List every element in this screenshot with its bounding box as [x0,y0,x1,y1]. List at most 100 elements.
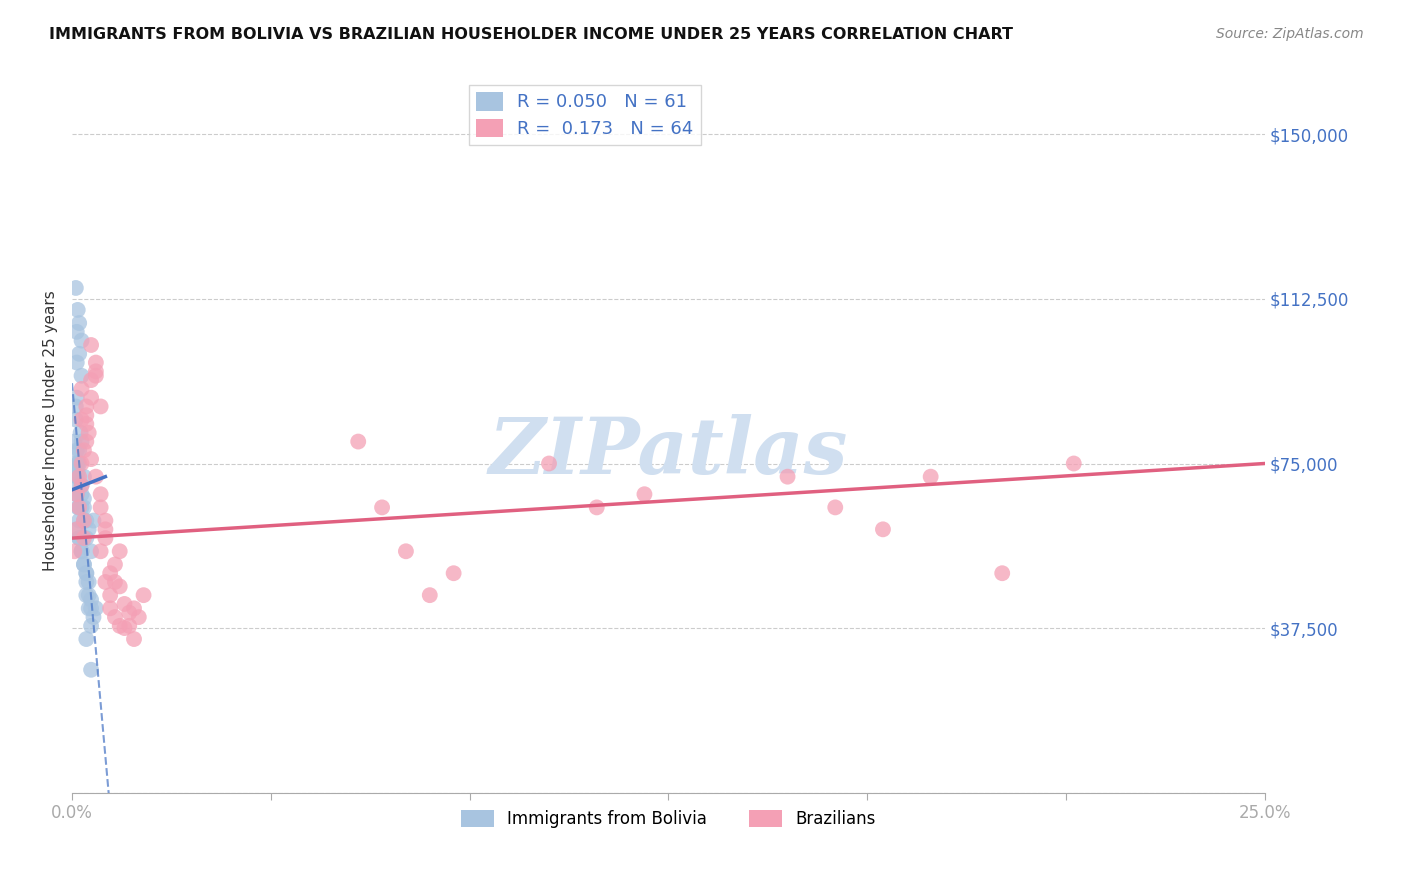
Point [70,544,93,558]
Point [67,500,90,515]
Point [118,619,141,633]
Point [66,469,89,483]
Point [104,610,127,624]
Point [67,316,90,330]
Point [73,491,96,506]
Point [66,465,89,479]
Point [84,469,107,483]
Point [70,478,93,492]
Point [66,487,89,501]
Point [98,601,121,615]
Point [94,574,117,589]
Point [118,606,141,620]
Point [94,522,117,536]
Point [70,368,93,383]
Point [73,500,96,515]
Point [633,487,655,501]
Point [77,425,100,440]
Point [67,347,90,361]
Point [67,500,90,515]
Point [419,588,441,602]
Point [66,500,89,515]
Point [77,588,100,602]
Point [585,500,607,515]
Point [75,417,97,431]
Point [67,531,90,545]
Point [82,610,104,624]
Point [991,566,1014,581]
Point [122,601,145,615]
Point [104,574,127,589]
Point [70,457,93,471]
Legend: Immigrants from Bolivia, Brazilians: Immigrants from Bolivia, Brazilians [454,804,883,835]
Point [67,469,90,483]
Y-axis label: Householder Income Under 25 years: Householder Income Under 25 years [44,290,58,571]
Point [94,514,117,528]
Point [75,400,97,414]
Point [108,544,131,558]
Point [66,391,89,405]
Point [82,514,104,528]
Point [443,566,465,581]
Point [66,443,89,458]
Point [63,544,86,558]
Point [371,500,394,515]
Point [75,514,97,528]
Text: Source: ZipAtlas.com: Source: ZipAtlas.com [1216,27,1364,41]
Point [65,281,87,295]
Point [73,469,96,483]
Point [75,632,97,646]
Point [66,355,89,369]
Point [132,588,155,602]
Point [94,531,117,545]
Point [75,566,97,581]
Point [84,368,107,383]
Point [75,574,97,589]
Point [65,400,87,414]
Point [66,487,89,501]
Point [84,364,107,378]
Point [77,601,100,615]
Point [395,544,418,558]
Point [70,434,93,449]
Point [66,487,89,501]
Point [69,425,91,440]
Point [70,544,93,558]
Point [80,452,103,467]
Point [122,632,145,646]
Point [66,522,89,536]
Point [70,478,93,492]
Point [66,325,89,339]
Point [70,382,93,396]
Point [84,601,107,615]
Point [776,469,799,483]
Point [114,597,136,611]
Point [80,663,103,677]
Point [128,610,150,624]
Point [108,619,131,633]
Point [114,621,136,635]
Point [66,522,89,536]
Point [90,400,112,414]
Point [70,500,93,515]
Point [872,522,894,536]
Point [108,579,131,593]
Point [73,531,96,545]
Point [75,531,97,545]
Point [90,544,112,558]
Point [67,514,90,528]
Point [65,457,87,471]
Point [66,457,89,471]
Point [77,574,100,589]
Point [73,514,96,528]
Point [73,558,96,572]
Text: IMMIGRANTS FROM BOLIVIA VS BRAZILIAN HOUSEHOLDER INCOME UNDER 25 YEARS CORRELATI: IMMIGRANTS FROM BOLIVIA VS BRAZILIAN HOU… [49,27,1014,42]
Point [63,478,86,492]
Point [73,558,96,572]
Point [70,412,93,426]
Point [1063,457,1085,471]
Point [75,566,97,581]
Point [73,514,96,528]
Point [66,469,89,483]
Point [66,302,89,317]
